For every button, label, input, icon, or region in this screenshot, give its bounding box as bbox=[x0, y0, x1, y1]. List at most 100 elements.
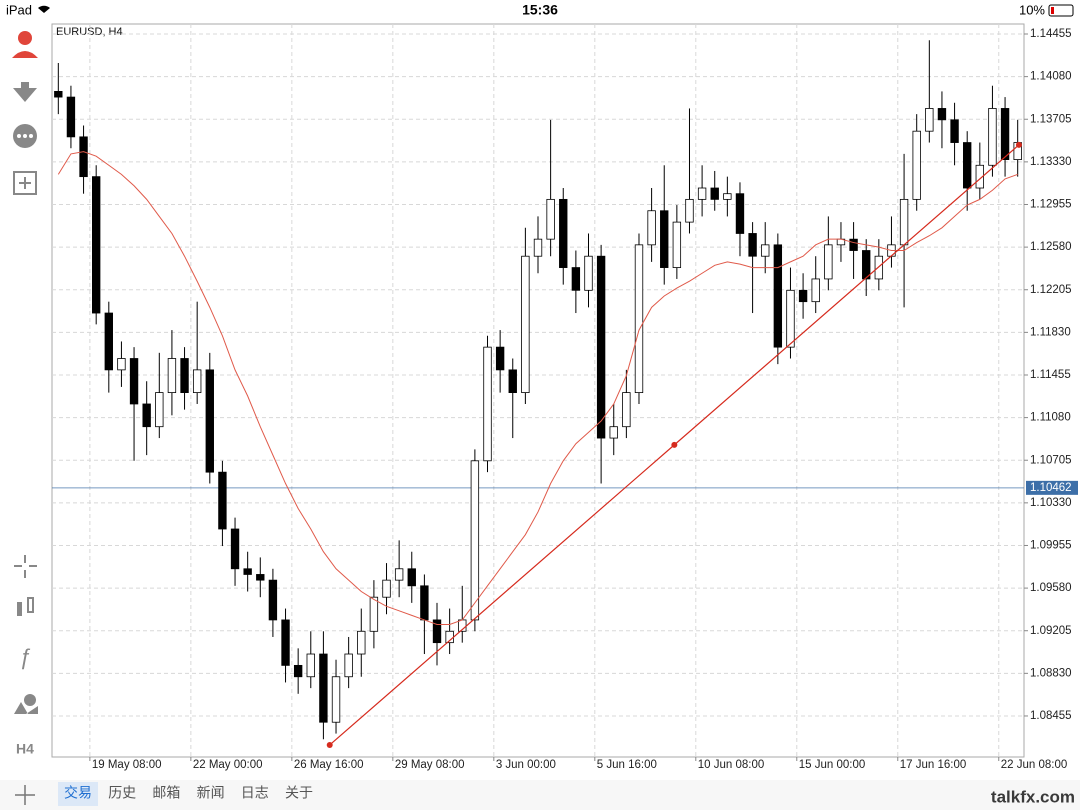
wifi-icon bbox=[38, 5, 50, 13]
x-tick-label: 17 Jun 16:00 bbox=[900, 759, 967, 771]
candle-body bbox=[685, 198, 694, 223]
plot-area bbox=[52, 24, 1024, 757]
candle-body bbox=[142, 403, 151, 428]
candle-body bbox=[357, 630, 366, 655]
y-tick-label: 1.14455 bbox=[1030, 28, 1072, 40]
tab[interactable]: 新闻 bbox=[197, 785, 225, 801]
y-tick-label: 1.13330 bbox=[1030, 156, 1072, 168]
candle-body bbox=[975, 164, 985, 189]
candle-body bbox=[609, 426, 618, 439]
y-tick-label: 1.14080 bbox=[1030, 71, 1072, 83]
candle-body bbox=[167, 358, 177, 394]
x-tick-label: 15 Jun 00:00 bbox=[799, 759, 866, 771]
y-tick-label: 1.09955 bbox=[1030, 540, 1072, 552]
candle-body bbox=[647, 210, 656, 246]
candle-body bbox=[243, 568, 252, 575]
objects-button[interactable] bbox=[14, 694, 38, 714]
tab[interactable]: 交易 bbox=[64, 785, 92, 801]
candle-body bbox=[344, 653, 353, 678]
tab[interactable]: 邮箱 bbox=[152, 785, 180, 801]
x-tick-label: 22 May 00:00 bbox=[193, 759, 263, 771]
watermark: talkfx.com bbox=[991, 787, 1075, 806]
candle-body bbox=[508, 369, 517, 394]
candle-body bbox=[622, 392, 631, 428]
tab[interactable]: 日志 bbox=[241, 785, 269, 801]
candle-body bbox=[230, 528, 240, 570]
candle-body bbox=[180, 358, 189, 394]
tab-bar bbox=[0, 780, 1080, 810]
candle-body bbox=[521, 255, 530, 394]
candle-body bbox=[293, 664, 303, 678]
candle-body bbox=[331, 676, 341, 723]
candle-body bbox=[811, 278, 820, 303]
tabs: 交易 历史 邮箱 新闻 日志 关于 bbox=[58, 782, 313, 806]
y-tick-label: 1.08455 bbox=[1030, 710, 1072, 722]
candle-body bbox=[912, 130, 921, 200]
battery-level: 10% bbox=[1019, 2, 1045, 17]
candle-body bbox=[470, 460, 480, 621]
candle-body bbox=[660, 210, 669, 268]
candle-body bbox=[281, 619, 290, 666]
candle-body bbox=[369, 596, 379, 632]
y-tick-label: 1.12580 bbox=[1030, 241, 1072, 253]
candle-body bbox=[382, 579, 391, 598]
current-price-box bbox=[1026, 480, 1078, 495]
candle-body bbox=[723, 193, 732, 200]
y-tick-label: 1.11830 bbox=[1030, 326, 1071, 338]
timeframe-button[interactable]: H4 bbox=[16, 741, 34, 757]
new-order-button[interactable] bbox=[13, 171, 37, 195]
y-tick-label: 1.08830 bbox=[1030, 667, 1072, 679]
tab[interactable]: 关于 bbox=[285, 785, 313, 801]
candle-body bbox=[862, 250, 871, 280]
candle-body bbox=[798, 289, 808, 303]
candle-body bbox=[849, 238, 858, 251]
candle-body bbox=[584, 255, 593, 291]
candle-body bbox=[306, 653, 315, 678]
add-tab-button[interactable] bbox=[15, 785, 35, 805]
account-button[interactable] bbox=[12, 31, 38, 58]
sidebar: ƒ H4 bbox=[12, 31, 38, 757]
candle-body bbox=[596, 255, 606, 439]
tab[interactable]: 历史 bbox=[108, 785, 136, 801]
candle-body bbox=[571, 267, 581, 291]
x-tick-label: 3 Jun 00:00 bbox=[496, 759, 556, 771]
x-tick-label: 10 Jun 08:00 bbox=[698, 759, 765, 771]
candle-body bbox=[432, 619, 442, 644]
candle-body bbox=[963, 142, 972, 189]
candle-body bbox=[91, 176, 101, 314]
trade-button[interactable] bbox=[13, 82, 37, 102]
candle-body bbox=[155, 392, 164, 428]
candle-body bbox=[533, 238, 543, 257]
candle-body bbox=[710, 187, 719, 200]
candle-body bbox=[79, 136, 88, 178]
candle-body bbox=[786, 289, 795, 348]
candle-body bbox=[192, 369, 202, 394]
candle-body bbox=[546, 198, 555, 240]
x-tick-label: 5 Jun 16:00 bbox=[597, 759, 657, 771]
candle-body bbox=[483, 346, 492, 462]
candle-body bbox=[697, 187, 707, 200]
chart-type-button[interactable] bbox=[17, 597, 34, 616]
x-tick-label: 22 Jun 08:00 bbox=[1001, 759, 1068, 771]
candle-body bbox=[761, 244, 770, 257]
clock: 15:36 bbox=[522, 2, 558, 18]
candle-body bbox=[1000, 108, 1010, 160]
y-tick-label: 1.09580 bbox=[1030, 582, 1072, 594]
crosshair-button[interactable] bbox=[14, 555, 37, 578]
candle-body bbox=[559, 198, 568, 268]
candle-body bbox=[117, 358, 126, 371]
active-tab-bg bbox=[58, 782, 98, 806]
candle-body bbox=[495, 346, 505, 371]
candle-body bbox=[218, 471, 227, 530]
candle-body bbox=[205, 369, 214, 473]
indicators-button[interactable]: ƒ bbox=[19, 644, 31, 669]
y-tick-label: 1.11080 bbox=[1030, 412, 1071, 424]
chat-button[interactable] bbox=[13, 124, 37, 148]
candle-body bbox=[66, 96, 76, 138]
candle-body bbox=[54, 91, 63, 98]
moving-average bbox=[57, 151, 1018, 625]
y-tick-label: 1.12205 bbox=[1030, 284, 1072, 296]
candle-body bbox=[824, 244, 833, 280]
x-tick-label: 29 May 08:00 bbox=[395, 759, 465, 771]
